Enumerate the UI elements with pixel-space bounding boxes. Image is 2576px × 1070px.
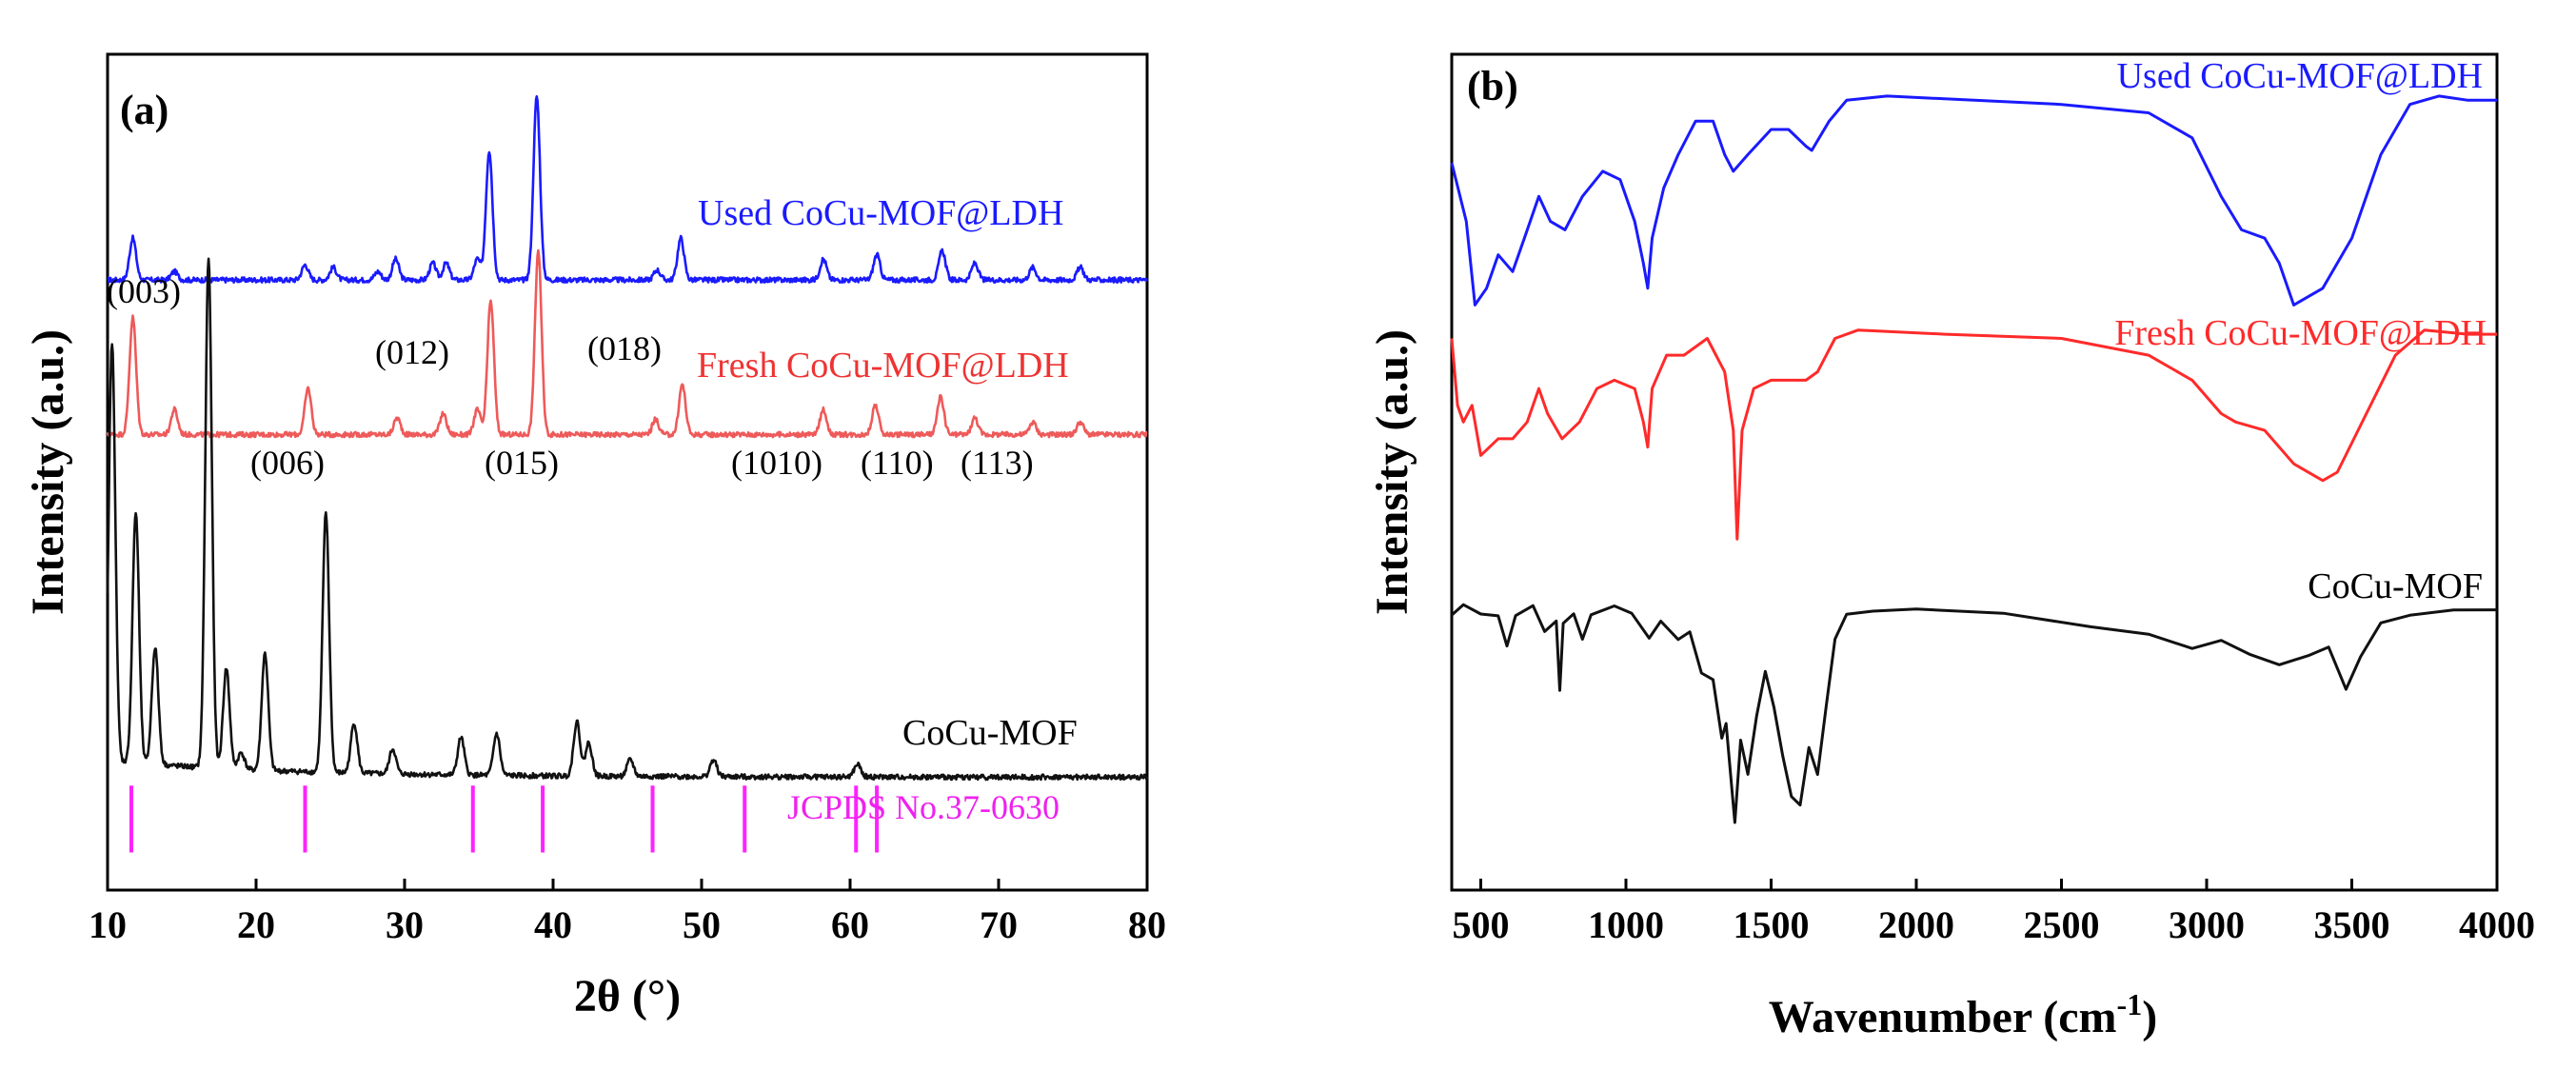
peak-label-113: (113) — [961, 444, 1034, 482]
peak-label-012: (012) — [375, 333, 449, 371]
ir-series-1 — [1450, 328, 2497, 541]
peak-label-110: (110) — [861, 444, 934, 482]
ir-label-fresh: Fresh CoCu-MOF@LDH — [2114, 313, 2487, 353]
panel-b-y-axis-title: Intensity (a.u.) — [1367, 329, 1417, 615]
x-axis-title-sup: -1 — [2117, 987, 2143, 1021]
peak-label-006: (006) — [250, 444, 325, 482]
panel-a-x-axis-title: 2θ (°) — [574, 971, 681, 1021]
x-axis-title-end: ) — [2142, 992, 2157, 1042]
x-tick-label: 50 — [683, 903, 721, 946]
reference-label: JCPDS No.37-0630 — [787, 788, 1060, 826]
peak-label-018: (018) — [587, 329, 662, 367]
x-axis-title-main: Wavenumber (cm — [1769, 992, 2117, 1042]
x-tick-label: 3000 — [2169, 903, 2245, 946]
x-tick-label: 1000 — [1588, 903, 1664, 946]
x-tick-label: 2000 — [1878, 903, 1954, 946]
x-tick-label: 60 — [831, 903, 869, 946]
panel-a-frame — [106, 52, 1149, 892]
x-tick-label: 80 — [1128, 903, 1166, 946]
xrd-series-0 — [107, 95, 1149, 285]
panel-b-label: (b) — [1467, 63, 1518, 109]
series-label-used: Used CoCu-MOF@LDH — [698, 193, 1063, 233]
x-tick-label: 40 — [534, 903, 572, 946]
x-tick-label: 10 — [89, 903, 127, 946]
xrd-series-2 — [106, 257, 1149, 782]
x-tick-label: 2500 — [2024, 903, 2100, 946]
panel-a-x-ticks: 10 20 30 40 50 60 70 80 — [89, 879, 1166, 946]
ir-series-2 — [1451, 603, 2498, 824]
xrd-series-1 — [106, 248, 1148, 439]
x-tick-label: 3500 — [2314, 903, 2390, 946]
peak-label-1010: (1010) — [731, 444, 822, 482]
panel-a-label: (a) — [120, 87, 168, 133]
x-tick-label: 70 — [980, 903, 1018, 946]
ir-label-mof: CoCu-MOF — [2308, 566, 2483, 606]
x-tick-label: 500 — [1453, 903, 1510, 946]
x-tick-label: 30 — [386, 903, 424, 946]
x-tick-label: 20 — [237, 903, 275, 946]
panel-b-series — [1450, 94, 2498, 824]
panel-b: (b) 500 1000 1500 2000 2500 3000 3500 4000 Wave… — [1367, 52, 2535, 1042]
panel-b-frame — [1450, 52, 2499, 892]
panel-a-y-axis-title: Intensity (a.u.) — [23, 329, 73, 615]
panel-a-series — [106, 95, 1149, 782]
series-label-fresh: Fresh CoCu-MOF@LDH — [697, 346, 1069, 386]
panel-a: (a) 10 20 30 40 50 60 70 80 2θ (°) Intensity (a… — [23, 52, 1166, 1021]
ir-label-used: Used CoCu-MOF@LDH — [2117, 56, 2483, 96]
peak-label-015: (015) — [485, 444, 559, 482]
panel-b-x-ticks: 500 1000 1500 2000 2500 3000 3500 4000 — [1453, 879, 2535, 946]
peak-label-003: (003) — [107, 272, 181, 310]
panel-b-x-axis-title: Wavenumber (cm-1) — [1769, 987, 2157, 1042]
reference-pattern — [129, 785, 880, 853]
x-tick-label: 1500 — [1734, 903, 1810, 946]
series-label-mof: CoCu-MOF — [902, 713, 1078, 753]
x-tick-label: 4000 — [2459, 903, 2535, 946]
ir-series-0 — [1450, 94, 2497, 307]
